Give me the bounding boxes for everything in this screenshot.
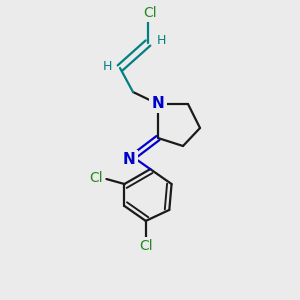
Text: Cl: Cl (139, 239, 152, 253)
Text: N: N (123, 152, 135, 167)
Text: H: H (156, 34, 166, 46)
Text: N: N (152, 95, 164, 110)
Text: Cl: Cl (143, 6, 157, 20)
Text: H: H (102, 59, 112, 73)
Text: Cl: Cl (90, 171, 103, 185)
